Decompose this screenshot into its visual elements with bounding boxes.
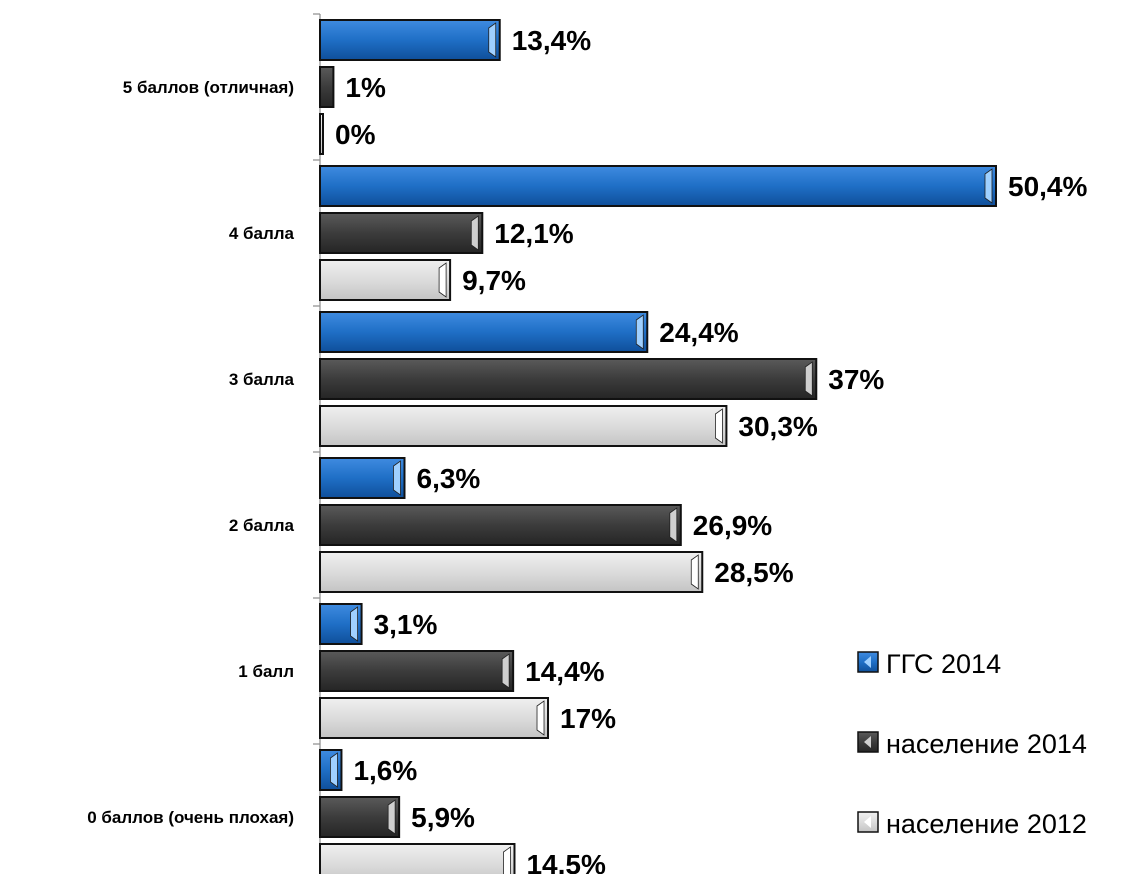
value-label-население-2012-2: 9,7% [462,265,526,296]
value-label-ггс-2014-1: 13,4% [512,25,591,56]
category-label-3: 3 балла [229,370,295,389]
legend-swatch-mark [864,736,871,748]
value-label-ггс-2014-6: 1,6% [353,755,417,786]
bar-rect [319,843,516,874]
value-label-население-2012-3: 30,3% [738,411,817,442]
bar-ггс-2014-4 [319,457,406,499]
category-labels: 5 баллов (отличная) 4 балла 3 балла 2 балла… [87,78,294,827]
category-label-2: 4 балла [229,224,295,243]
value-label-население-2014-1: 1% [345,72,386,103]
bar-cap [690,554,699,590]
legend-item-ггс-2014: ГГС 2014 [857,649,1001,679]
bar-rect [319,212,484,254]
legend-item-население-2014: население 2014 [857,729,1087,759]
bar-rect [319,358,818,400]
bar-cap [536,700,545,736]
bar-rect [319,19,501,61]
bar-cap [330,752,338,788]
category-label-6: 0 баллов (очень плохая) [87,808,294,827]
value-label-ггс-2014-4: 6,3% [417,463,481,494]
value-label-ггс-2014-5: 3,1% [374,609,438,640]
bar-rect [319,457,406,499]
legend-item-население-2012: население 2012 [857,809,1087,839]
value-label-население-2012-6: 14,5% [526,849,605,874]
category-label-1: 5 баллов (отличная) [123,78,294,97]
category-label-5: 1 балл [238,662,294,681]
bar-ггс-2014-6 [319,749,343,791]
legend-label: население 2012 [886,809,1087,839]
bar-rect [319,504,682,546]
value-label-население-2014-3: 37% [828,364,884,395]
bar-население-2014-5 [319,650,515,692]
bar-cap [635,314,644,350]
bar-ггс-2014-5 [319,603,363,645]
legend: ГГС 2014 население 2014 население 2012 [857,649,1087,839]
value-label-ггс-2014-3: 24,4% [659,317,738,348]
bar-rect [319,697,550,739]
legend-swatch-mark [864,656,871,668]
legend-label: ГГС 2014 [886,649,1001,679]
value-label-население-2012-4: 28,5% [714,557,793,588]
bar-rect [319,405,728,447]
bar-cap [669,507,678,543]
bar-cap [438,262,447,298]
value-label-население-2014-6: 5,9% [411,802,475,833]
bar-население-2014-1 [319,66,335,108]
value-label-население-2012-5: 17% [560,703,616,734]
bar-cap [503,846,511,874]
bar-население-2012-4 [319,551,704,593]
bar-rect [319,165,997,207]
bar-rect [319,66,335,108]
bar-cap [488,22,497,58]
value-label-население-2014-5: 14,4% [525,656,604,687]
value-label-ггс-2014-2: 50,4% [1008,171,1087,202]
bar-cap [984,168,993,204]
bar-rect [319,650,515,692]
bar-rect [319,259,452,301]
bar-население-2014-6 [319,796,401,838]
bar-население-2012-5 [319,697,550,739]
bar-cap [393,460,401,496]
bar-население-2014-2 [319,212,484,254]
bar-rect [319,113,324,155]
value-labels: 13,4% 1% 0% 50,4% 12,1% 9,7% 24,4% 37% 30,3% 6,3%… [335,25,1087,874]
bar-rect [319,796,401,838]
bar-население-2014-4 [319,504,682,546]
axis [313,13,321,874]
bar-ггс-2014-2 [319,165,997,207]
bar-rect [319,311,649,353]
value-label-население-2014-4: 26,9% [693,510,772,541]
bar-cap [470,215,479,251]
bar-население-2012-3 [319,405,728,447]
legend-label: население 2014 [886,729,1087,759]
bars [319,19,997,874]
bar-cap [501,653,510,689]
bar-ггс-2014-3 [319,311,649,353]
bar-население-2012-1 [319,113,324,155]
bar-cap [387,799,396,835]
bar-cap [715,408,723,444]
value-label-население-2014-2: 12,1% [494,218,573,249]
value-label-население-2012-1: 0% [335,119,376,150]
bar-население-2012-2 [319,259,452,301]
bar-cap [350,606,358,642]
bar-население-2014-3 [319,358,818,400]
bar-ггс-2014-1 [319,19,501,61]
bar-rect [319,551,704,593]
category-label-4: 2 балла [229,516,295,535]
bar-cap [804,361,813,397]
legend-swatch-mark [864,816,871,828]
bar-население-2012-6 [319,843,516,874]
